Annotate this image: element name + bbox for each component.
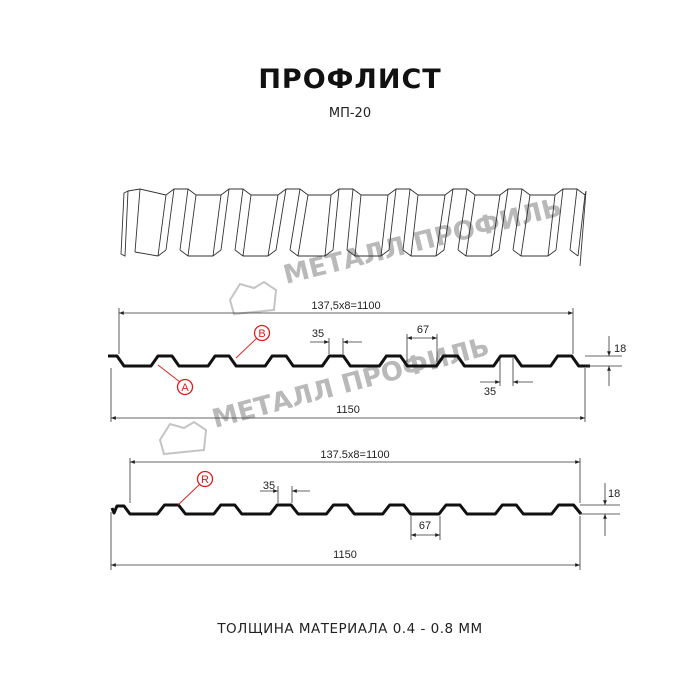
sheet-rib [490,188,531,257]
sheet-valley [355,194,388,257]
sheet-rib [547,188,586,257]
sheet-3d-view [120,188,587,267]
marker-b: B [235,324,271,359]
height-label: 18 [614,343,626,355]
rib-top-label: 35 [263,480,275,492]
width-label: 1150 [336,404,360,416]
sheet-valley [243,194,278,257]
rib-top-label: 35 [312,328,324,340]
sheet-rib [435,188,476,257]
sheet-valley [521,194,555,257]
sheet-valley [188,194,221,257]
page-title: ПРОФЛИСТ [258,64,441,95]
profile-a-section: 137,5x8=1100 1150 35 67 35 18 B A [108,300,626,422]
rib-bottom-label: 35 [484,386,496,398]
sheet-rib [212,188,252,257]
sheet-valley [411,194,445,257]
profile-a-line [108,354,590,368]
width-label: 1150 [333,549,357,561]
marker-a: A [157,364,194,396]
valley-label: 67 [417,324,429,336]
svg-text:B: B [258,328,265,340]
pitch-label: 137.5x8=1100 [320,449,389,461]
sheet-rib [380,188,419,257]
profile-b-line [110,503,583,516]
watermark-text: МЕТАЛЛ ПРОФИЛЬ [280,193,564,291]
page-subtitle: МП-20 [329,106,371,121]
profile-b-section: 137.5x8=1100 1150 35 67 18 R [110,449,620,570]
sheet-valley [466,194,500,257]
sheet-rib [127,188,167,253]
watermark-top: МЕТАЛЛ ПРОФИЛЬ [228,193,565,316]
sheet-rib [157,188,197,257]
height-label: 18 [608,488,620,500]
material-thickness-note: ТОЛЩИНА МАТЕРИАЛА 0.4 - 0.8 ММ [216,621,482,637]
sheet-rib [324,188,362,257]
sheet-valley [134,190,587,267]
sheet-edge [120,190,129,257]
watermark-middle: МЕТАЛЛ ПРОФИЛЬ [158,332,493,456]
watermark-logo-icon [228,280,278,316]
watermark-logo-icon [158,420,208,456]
svg-text:A: A [181,382,189,394]
marker-r: R [177,470,214,506]
pitch-label: 137,5x8=1100 [311,300,380,312]
valley-label: 67 [419,520,431,532]
sheet-valley [298,194,331,257]
svg-text:R: R [201,474,209,486]
watermark-text: МЕТАЛЛ ПРОФИЛЬ [209,332,493,435]
sheet-rib [267,188,309,257]
